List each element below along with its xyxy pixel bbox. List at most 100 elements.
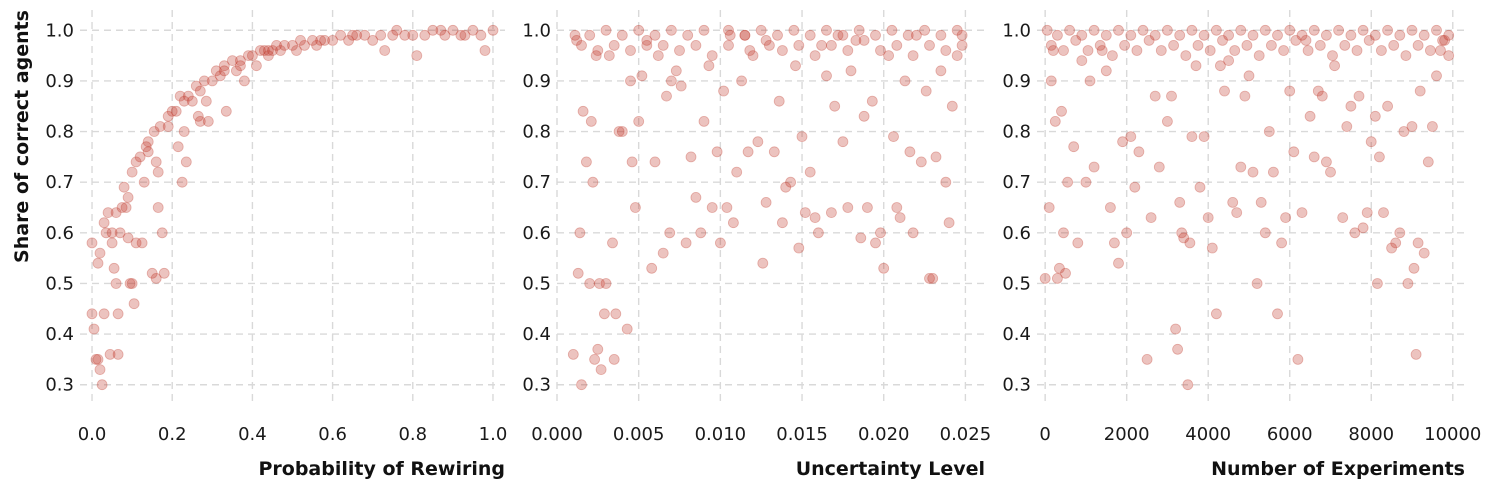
data-point: [706, 202, 718, 213]
data-point: [1361, 207, 1373, 219]
data-point: [799, 207, 811, 219]
data-point: [427, 24, 439, 36]
data-point: [1327, 50, 1338, 61]
data-point: [666, 24, 677, 36]
data-point: [809, 212, 821, 224]
data-point: [1211, 308, 1222, 320]
data-point: [1398, 126, 1410, 137]
data-point: [479, 45, 491, 56]
data-point: [387, 29, 399, 41]
data-point: [907, 50, 919, 61]
data-point: [110, 207, 122, 219]
y-tick-label: 0.3: [1002, 375, 1031, 396]
data-point: [1235, 24, 1247, 36]
x-tick-label: 1.0: [479, 424, 508, 445]
data-point: [186, 95, 198, 107]
data-point: [142, 136, 154, 148]
chart-panel-3: 0.3 0.4 0.5 0.6 0.7 0.8 0.9 1.0 0 2000 4000 6000 800…: [1002, 10, 1481, 480]
data-point: [1284, 24, 1296, 36]
data-point: [1121, 227, 1133, 239]
data-point: [935, 65, 947, 77]
data-point: [262, 45, 274, 56]
data-point: [739, 29, 751, 41]
y-tick-label: 0.5: [522, 273, 551, 294]
data-point: [858, 110, 870, 122]
data-point: [166, 105, 178, 117]
data-point: [214, 70, 226, 82]
data-point: [351, 29, 363, 41]
data-point: [600, 278, 612, 289]
data-point: [600, 24, 612, 36]
data-point: [136, 237, 148, 249]
data-point: [744, 45, 756, 56]
data-point: [785, 176, 796, 188]
data-point: [1058, 227, 1069, 239]
data-point: [1068, 141, 1080, 153]
data-point: [1056, 105, 1067, 117]
data-point: [888, 131, 899, 143]
data-point: [1422, 156, 1434, 168]
y-tick-label: 0.9: [1002, 71, 1031, 92]
data-point: [652, 50, 664, 61]
y-tick-label: 1.0: [522, 20, 551, 41]
data-point: [1357, 222, 1369, 234]
data-point: [1382, 100, 1393, 112]
x-tick-label: 0.0: [78, 424, 107, 445]
y-tick-label: 0.8: [522, 122, 551, 143]
data-point: [1390, 237, 1402, 249]
data-point: [940, 45, 952, 56]
data-point: [1184, 237, 1196, 249]
data-point: [218, 60, 230, 72]
x-tick-label: 0.015: [776, 424, 828, 445]
data-point: [92, 353, 104, 365]
data-point: [633, 24, 645, 36]
data-point: [581, 156, 592, 168]
data-point: [595, 364, 607, 376]
data-point: [1223, 55, 1234, 66]
data-point: [194, 85, 206, 97]
data-point: [1162, 24, 1173, 36]
data-point: [855, 232, 867, 244]
data-point: [739, 29, 751, 41]
data-point: [951, 50, 963, 61]
chart-panel-2: 0.3 0.4 0.5 0.6 0.7 0.8 0.9 1.0 0.000 0.005 0.010 0…: [522, 10, 991, 480]
data-point: [1153, 161, 1165, 173]
data-point: [698, 24, 710, 36]
data-point: [587, 176, 599, 188]
data-point: [625, 75, 636, 87]
data-point: [1388, 40, 1400, 51]
data-point: [327, 35, 339, 46]
data-point: [1406, 24, 1418, 36]
data-point: [956, 29, 968, 41]
data-point: [170, 105, 182, 117]
data-point: [1439, 35, 1450, 46]
data-point: [86, 237, 98, 249]
data-point: [152, 166, 164, 178]
data-point: [755, 24, 767, 36]
data-point: [1386, 242, 1397, 254]
y-axis-label: Share of correct agents: [11, 10, 33, 263]
data-point: [1062, 176, 1073, 188]
data-point: [1117, 136, 1128, 148]
data-point: [192, 110, 204, 122]
data-point: [633, 116, 645, 127]
data-point: [649, 29, 661, 41]
data-point: [86, 308, 98, 320]
data-point: [731, 166, 743, 178]
data-point: [752, 136, 764, 148]
data-point: [1223, 29, 1234, 41]
data-point: [883, 50, 894, 61]
data-point: [1070, 35, 1082, 46]
data-point: [943, 217, 955, 229]
y-tick-label: 0.6: [45, 223, 74, 244]
data-point: [1427, 121, 1438, 132]
data-point: [182, 90, 194, 102]
data-point: [104, 348, 116, 360]
data-point: [1119, 40, 1130, 51]
y-tick-label: 0.3: [522, 375, 551, 396]
data-point: [875, 45, 886, 56]
data-point: [567, 348, 579, 360]
data-point: [1096, 45, 1108, 56]
data-point: [616, 126, 628, 137]
